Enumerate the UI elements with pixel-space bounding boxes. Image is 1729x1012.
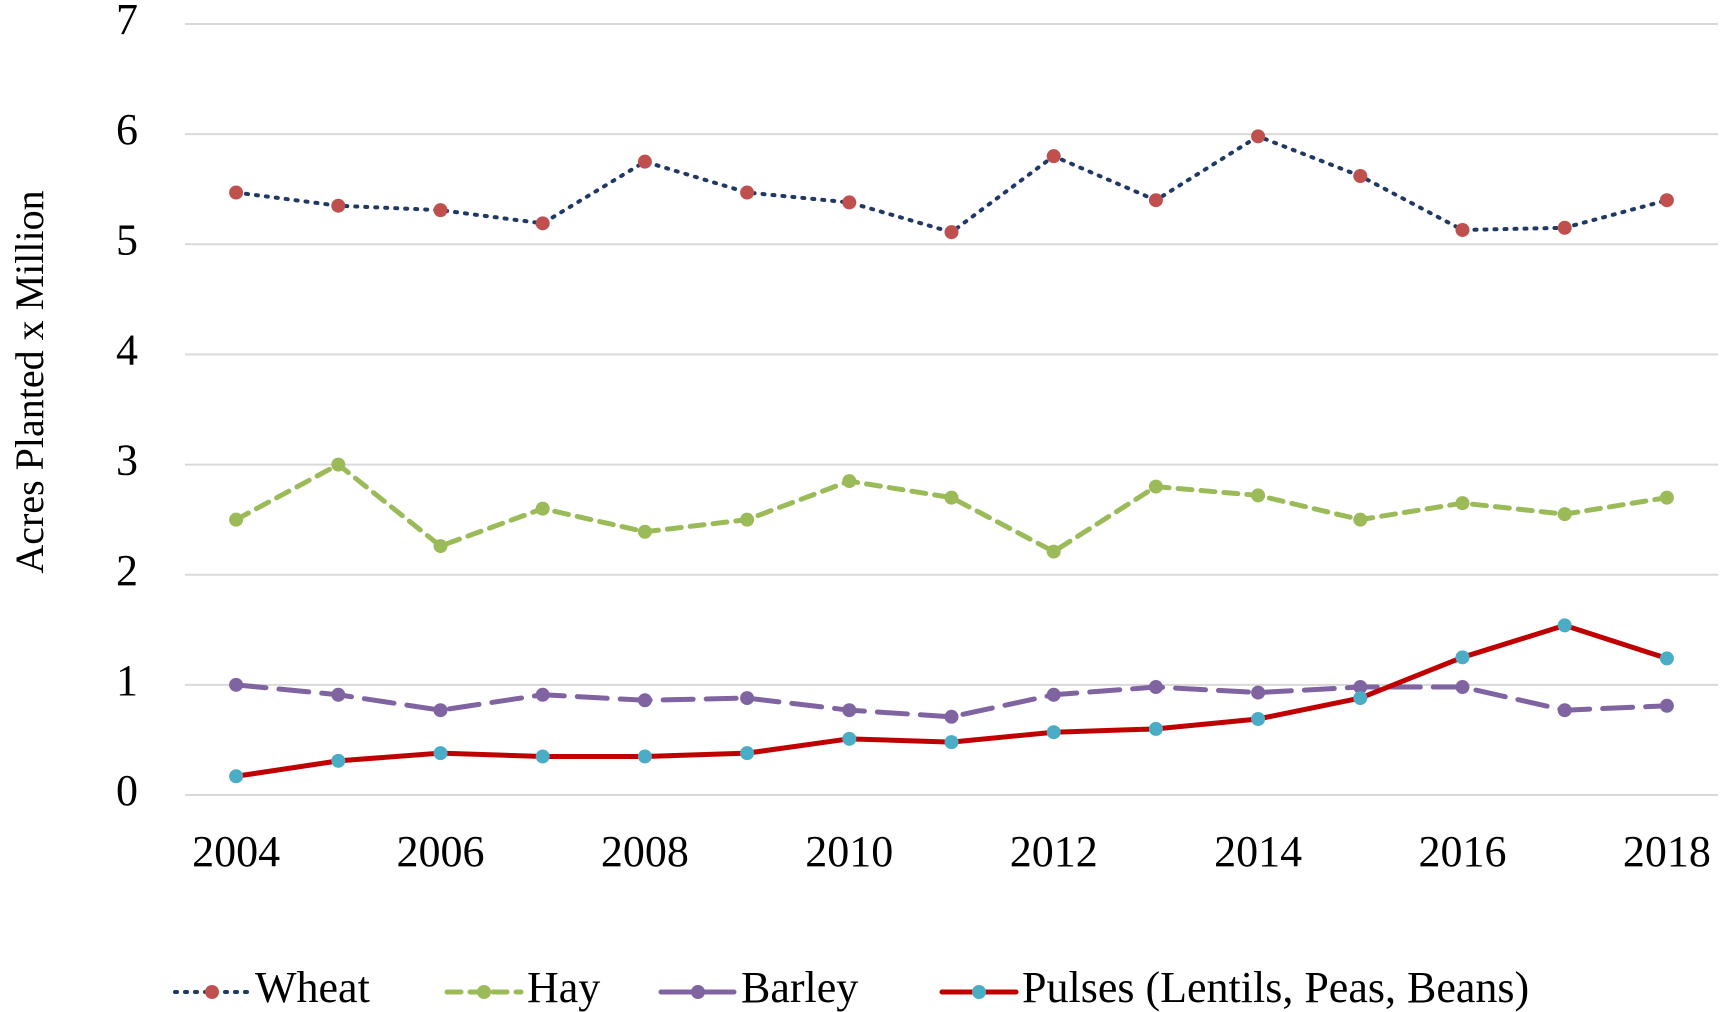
data-point [637, 154, 652, 169]
data-point [433, 703, 448, 718]
data-point [331, 457, 346, 472]
data-point [1046, 687, 1061, 702]
legend-marker [972, 985, 986, 999]
data-point [944, 709, 959, 724]
data-point [1046, 149, 1061, 164]
data-point [1353, 680, 1368, 695]
series-line [233, 462, 1670, 555]
data-point [740, 185, 755, 200]
data-point [1353, 512, 1368, 527]
data-point [1046, 544, 1061, 559]
legend-marker [205, 985, 219, 999]
data-point [1455, 496, 1470, 511]
data-point [1148, 680, 1163, 695]
x-tick-label: 2008 [601, 827, 689, 876]
data-point [1251, 685, 1266, 700]
data-point [1046, 725, 1061, 740]
data-point [331, 687, 346, 702]
y-tick-label: 2 [116, 546, 138, 595]
data-point [1659, 698, 1674, 713]
data-point [1659, 193, 1674, 208]
x-tick-label: 2018 [1623, 827, 1711, 876]
data-point [637, 749, 652, 764]
data-point [535, 501, 550, 516]
data-point [1557, 220, 1572, 235]
legend-label: Wheat [255, 963, 370, 1012]
data-point [1557, 507, 1572, 522]
series-line [234, 134, 1669, 235]
data-point [740, 691, 755, 706]
data-point [842, 703, 857, 718]
data-point [229, 677, 244, 692]
legend-marker [477, 985, 491, 999]
x-tick-label: 2010 [805, 827, 893, 876]
series-line [233, 622, 1670, 779]
data-point [1659, 651, 1674, 666]
data-point [1353, 691, 1368, 706]
legend-label: Barley [741, 963, 858, 1012]
y-tick-label: 1 [116, 656, 138, 705]
data-point [1659, 490, 1674, 505]
y-tick-label: 3 [116, 436, 138, 485]
data-point [1148, 193, 1163, 208]
data-point [1251, 488, 1266, 503]
data-point [637, 693, 652, 708]
data-point [1455, 650, 1470, 665]
data-point [1251, 129, 1266, 144]
data-point [229, 512, 244, 527]
data-point [1251, 712, 1266, 727]
data-point [1353, 168, 1368, 183]
data-point [842, 474, 857, 489]
x-tick-label: 2004 [192, 827, 280, 876]
data-point [944, 490, 959, 505]
legend-marker [691, 985, 705, 999]
x-tick-label: 2014 [1214, 827, 1302, 876]
data-point [944, 735, 959, 750]
y-tick-label: 6 [116, 105, 138, 154]
data-point [842, 731, 857, 746]
y-tick-label: 4 [116, 326, 138, 375]
data-point [535, 749, 550, 764]
data-point [1557, 618, 1572, 633]
data-point [842, 195, 857, 210]
x-tick-label: 2016 [1419, 827, 1507, 876]
legend-label: Hay [527, 963, 600, 1012]
data-point [229, 769, 244, 784]
data-point [1455, 222, 1470, 237]
legend-label: Pulses (Lentils, Peas, Beans) [1022, 963, 1529, 1012]
y-tick-label: 7 [116, 0, 138, 44]
data-point [1148, 721, 1163, 736]
data-point [331, 753, 346, 768]
data-point [433, 539, 448, 554]
data-point [740, 512, 755, 527]
data-point [229, 185, 244, 200]
data-point [944, 225, 959, 240]
data-point [1455, 680, 1470, 695]
data-point [535, 687, 550, 702]
y-axis-title: Acres Planted x Million [7, 190, 52, 573]
data-point [1557, 703, 1572, 718]
data-point [433, 203, 448, 218]
y-tick-label: 0 [116, 766, 138, 815]
data-point [331, 198, 346, 213]
data-point [740, 746, 755, 761]
x-tick-label: 2012 [1010, 827, 1098, 876]
data-point [637, 524, 652, 539]
y-tick-label: 5 [116, 215, 138, 264]
x-tick-label: 2006 [397, 827, 485, 876]
data-point [1148, 479, 1163, 494]
data-point [433, 746, 448, 761]
data-point [535, 216, 550, 231]
